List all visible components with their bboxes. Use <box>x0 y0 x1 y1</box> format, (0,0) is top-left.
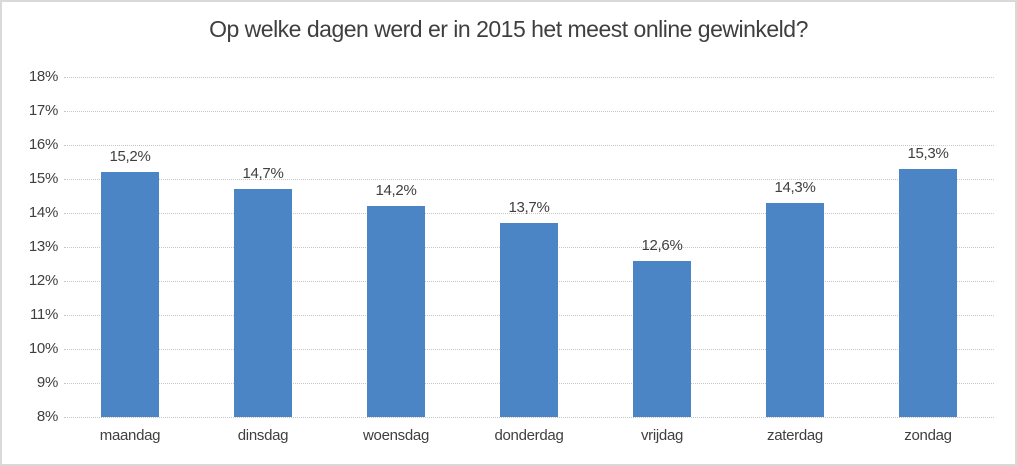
chart-title: Op welke dagen werd er in 2015 het meest… <box>209 16 808 42</box>
x-axis-label-donderdag: donderdag <box>494 427 564 444</box>
bar-value-label: 15,2% <box>109 148 151 165</box>
gridline <box>64 213 994 214</box>
bar-vrijdag <box>633 261 691 417</box>
bar-zaterdag <box>766 203 824 417</box>
gridline <box>64 77 994 78</box>
y-axis-tick-label: 12% <box>28 272 58 289</box>
y-axis-tick-label: 18% <box>28 68 58 85</box>
x-axis-label-zaterdag: zaterdag <box>767 427 823 444</box>
bar-value-label: 12,6% <box>641 237 683 254</box>
y-axis-tick-label: 10% <box>28 340 58 357</box>
bar-maandag <box>101 172 159 417</box>
bar-zondag <box>899 169 957 417</box>
y-axis-tick-label: 8% <box>36 408 58 425</box>
bar-value-label: 14,3% <box>774 179 816 196</box>
bar-value-label: 13,7% <box>508 199 550 216</box>
x-axis-label-woensdag: woensdag <box>363 427 429 444</box>
gridline <box>64 179 994 180</box>
y-axis-tick-label: 15% <box>28 170 58 187</box>
gridline <box>64 145 994 146</box>
x-axis-label-maandag: maandag <box>99 427 161 444</box>
y-axis-tick-label: 11% <box>29 306 58 323</box>
x-axis-label-dinsdag: dinsdag <box>237 427 289 444</box>
gridline <box>64 111 994 112</box>
y-axis-tick-label: 16% <box>28 136 58 153</box>
x-axis-label-zondag: zondag <box>904 427 952 444</box>
bar-donderdag <box>500 223 558 417</box>
y-axis-tick-label: 17% <box>28 102 58 119</box>
bar-value-label: 14,7% <box>242 165 284 182</box>
bar-value-label: 14,2% <box>375 182 417 199</box>
bar-dinsdag <box>234 189 292 417</box>
gridline <box>64 417 994 418</box>
bar-woensdag <box>367 206 425 417</box>
y-axis-tick-label: 13% <box>28 238 58 255</box>
x-axis-label-vrijdag: vrijdag <box>640 427 684 444</box>
bar-value-label: 15,3% <box>907 145 949 162</box>
plot-area: 15,2% 14,7% 14,2% 13,7% 12,6% 14,3% 15,3% <box>64 77 994 418</box>
y-axis-tick-label: 14% <box>28 204 58 221</box>
y-axis-tick-label: 9% <box>36 374 58 391</box>
